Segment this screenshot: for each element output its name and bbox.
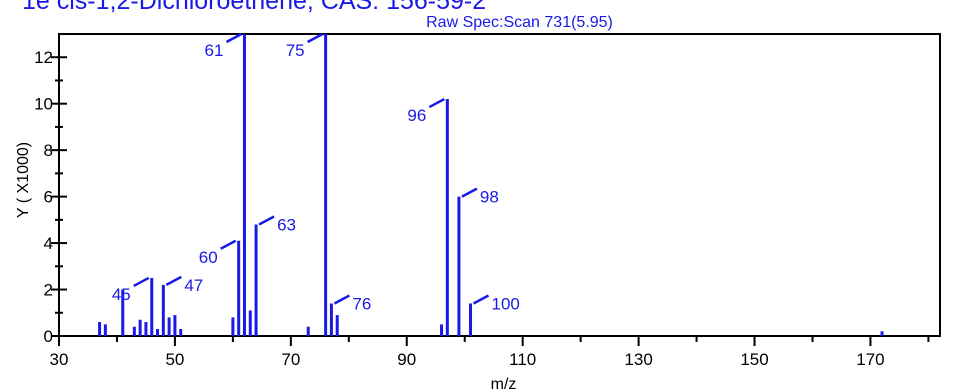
peak-label: 98 <box>480 188 499 207</box>
peak-label: 63 <box>277 215 296 234</box>
y-tick-label: 10 <box>34 95 53 114</box>
compound-title: 1e cis-1,2-Dichloroethene; CAS: 156-59-2 <box>22 0 486 15</box>
peak-annotations: 45 47 60 61 63 75 76 96 98 100 <box>112 32 520 313</box>
peak-label: 96 <box>407 106 426 125</box>
axis-ticks: 30 50 70 90 110 130 150 170 0 2 4 6 8 10 12 <box>34 48 930 369</box>
leader-line <box>333 294 351 305</box>
x-tick-label: 90 <box>397 350 416 369</box>
y-tick-label: 2 <box>44 281 53 300</box>
plot-frame <box>58 33 941 337</box>
leader-line <box>258 215 275 226</box>
x-tick-label: 150 <box>740 350 768 369</box>
peak-label: 47 <box>184 276 203 295</box>
peak-label: 61 <box>205 41 224 60</box>
peak-label: 60 <box>199 248 218 267</box>
leader-line <box>133 276 150 288</box>
x-tick-label: 130 <box>624 350 652 369</box>
leader-line <box>307 32 324 44</box>
spectrum-peaks <box>98 34 884 336</box>
peak-label: 76 <box>352 294 371 313</box>
leader-line <box>461 187 478 198</box>
y-tick-label: 12 <box>34 48 53 67</box>
leader-line <box>472 294 490 305</box>
peak-label: 75 <box>286 41 305 60</box>
y-tick-label: 8 <box>44 141 53 160</box>
chart-subtitle: Raw Spec:Scan 731(5.95) <box>426 14 613 31</box>
peak-label: 45 <box>112 285 131 304</box>
y-tick-label: 4 <box>44 234 53 253</box>
x-tick-label: 70 <box>281 350 300 369</box>
x-tick-label: 30 <box>50 350 69 369</box>
leader-line <box>428 97 445 109</box>
x-tick-label: 50 <box>165 350 184 369</box>
y-tick-label: 6 <box>44 188 53 207</box>
x-tick-label: 110 <box>509 350 536 369</box>
x-axis-label: m/z <box>491 376 517 391</box>
x-tick-label: 170 <box>856 350 884 369</box>
peak-label: 100 <box>492 294 520 313</box>
leader-line <box>220 239 237 250</box>
leader-line <box>225 32 243 44</box>
y-tick-label: 0 <box>44 327 53 346</box>
leader-line <box>165 275 182 286</box>
y-axis-label: Y ( X1000) <box>15 142 32 218</box>
